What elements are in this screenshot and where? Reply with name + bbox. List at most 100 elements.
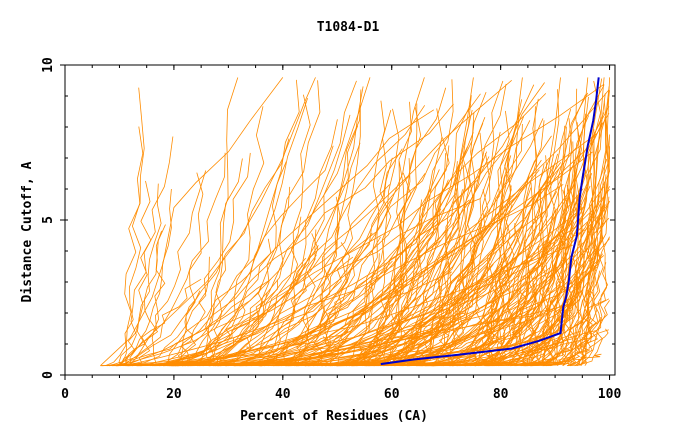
model-curve xyxy=(530,298,610,367)
model-curve xyxy=(567,122,602,367)
model-curve xyxy=(173,290,201,367)
model-curve xyxy=(431,282,593,367)
model-curve xyxy=(166,103,454,366)
model-curve xyxy=(459,203,564,367)
model-curve xyxy=(484,209,556,367)
model-curve xyxy=(162,79,300,367)
model-curve xyxy=(162,77,474,367)
model-curve xyxy=(118,170,207,366)
model-curve xyxy=(334,108,443,367)
y-tick-label: 0 xyxy=(41,371,56,379)
model-curve xyxy=(158,157,393,367)
model-curve xyxy=(182,93,481,367)
model-curve xyxy=(167,109,435,366)
model-curve xyxy=(101,146,468,367)
y-tick-label: 10 xyxy=(41,57,56,73)
model-curve xyxy=(173,145,334,367)
model-curve xyxy=(128,236,381,367)
model-curve xyxy=(132,188,172,367)
model-curve xyxy=(109,80,321,367)
model-curve xyxy=(350,283,482,367)
model-curve xyxy=(305,242,350,367)
model-curve xyxy=(526,195,600,367)
model-curve xyxy=(581,174,608,366)
model-curve xyxy=(205,158,243,367)
model-curve xyxy=(111,303,246,367)
model-curve xyxy=(171,262,509,367)
model-curve xyxy=(225,94,311,367)
model-curve xyxy=(462,283,536,366)
model-curve xyxy=(116,152,226,367)
chart-title: T1084-D1 xyxy=(317,20,380,35)
x-tick-label: 100 xyxy=(598,387,622,402)
model-curve xyxy=(259,185,512,367)
model-curve xyxy=(536,274,573,367)
model-curve xyxy=(394,132,474,367)
model-curve xyxy=(174,275,519,367)
model-curve xyxy=(149,80,357,367)
model-curve xyxy=(117,87,145,367)
model-curve xyxy=(426,80,504,367)
model-curve xyxy=(136,292,268,367)
model-curve xyxy=(492,291,606,367)
x-tick-label: 40 xyxy=(275,387,291,402)
model-curve xyxy=(138,179,449,367)
model-curve xyxy=(466,204,513,367)
model-curve xyxy=(537,155,550,366)
model-curve xyxy=(294,182,450,367)
model-curve xyxy=(177,315,531,367)
model-curve xyxy=(523,347,572,367)
model-curve xyxy=(268,232,373,367)
model-curve xyxy=(256,119,338,366)
model-curve xyxy=(433,91,487,366)
model-curve xyxy=(177,169,440,367)
model-curve xyxy=(188,87,447,367)
highlight-series xyxy=(380,77,600,366)
model-curve xyxy=(218,79,512,366)
model-curve xyxy=(525,115,590,367)
model-curve xyxy=(118,136,174,367)
x-axis-label: Percent of Residues (CA) xyxy=(240,409,428,424)
model-curve xyxy=(424,330,581,367)
model-curve xyxy=(354,162,562,367)
highlight-line xyxy=(380,77,600,366)
model-curve xyxy=(277,186,605,367)
model-curve xyxy=(271,125,359,367)
model-curve xyxy=(174,86,364,367)
model-curve xyxy=(198,188,430,367)
model-curve xyxy=(317,164,460,367)
model-curve xyxy=(210,257,307,367)
model-curve xyxy=(104,126,144,367)
model-curve xyxy=(403,162,556,367)
model-curve xyxy=(339,238,610,367)
model-curve xyxy=(400,92,589,367)
model-curves xyxy=(100,77,611,367)
y-tick-label: 5 xyxy=(41,216,56,224)
model-curve xyxy=(348,100,386,366)
model-curve xyxy=(297,104,471,367)
model-curve xyxy=(115,226,340,367)
model-curve xyxy=(173,238,272,367)
model-curve xyxy=(490,140,513,367)
model-curve xyxy=(179,198,481,367)
model-curve xyxy=(271,216,302,366)
model-curve xyxy=(580,182,606,366)
model-curve xyxy=(171,256,210,367)
model-curve xyxy=(566,268,594,367)
model-curve xyxy=(184,77,523,367)
model-curve xyxy=(109,138,290,367)
model-curve xyxy=(507,290,536,366)
model-curve xyxy=(245,142,361,367)
model-curve xyxy=(478,111,520,366)
model-curve xyxy=(195,97,308,366)
model-curve xyxy=(579,129,597,366)
model-curve xyxy=(519,182,573,366)
model-curve xyxy=(151,245,319,367)
model-curve xyxy=(123,183,162,366)
x-tick-label: 60 xyxy=(384,387,400,402)
model-curve xyxy=(496,188,542,367)
model-curve xyxy=(181,135,552,367)
model-curve xyxy=(574,262,608,367)
